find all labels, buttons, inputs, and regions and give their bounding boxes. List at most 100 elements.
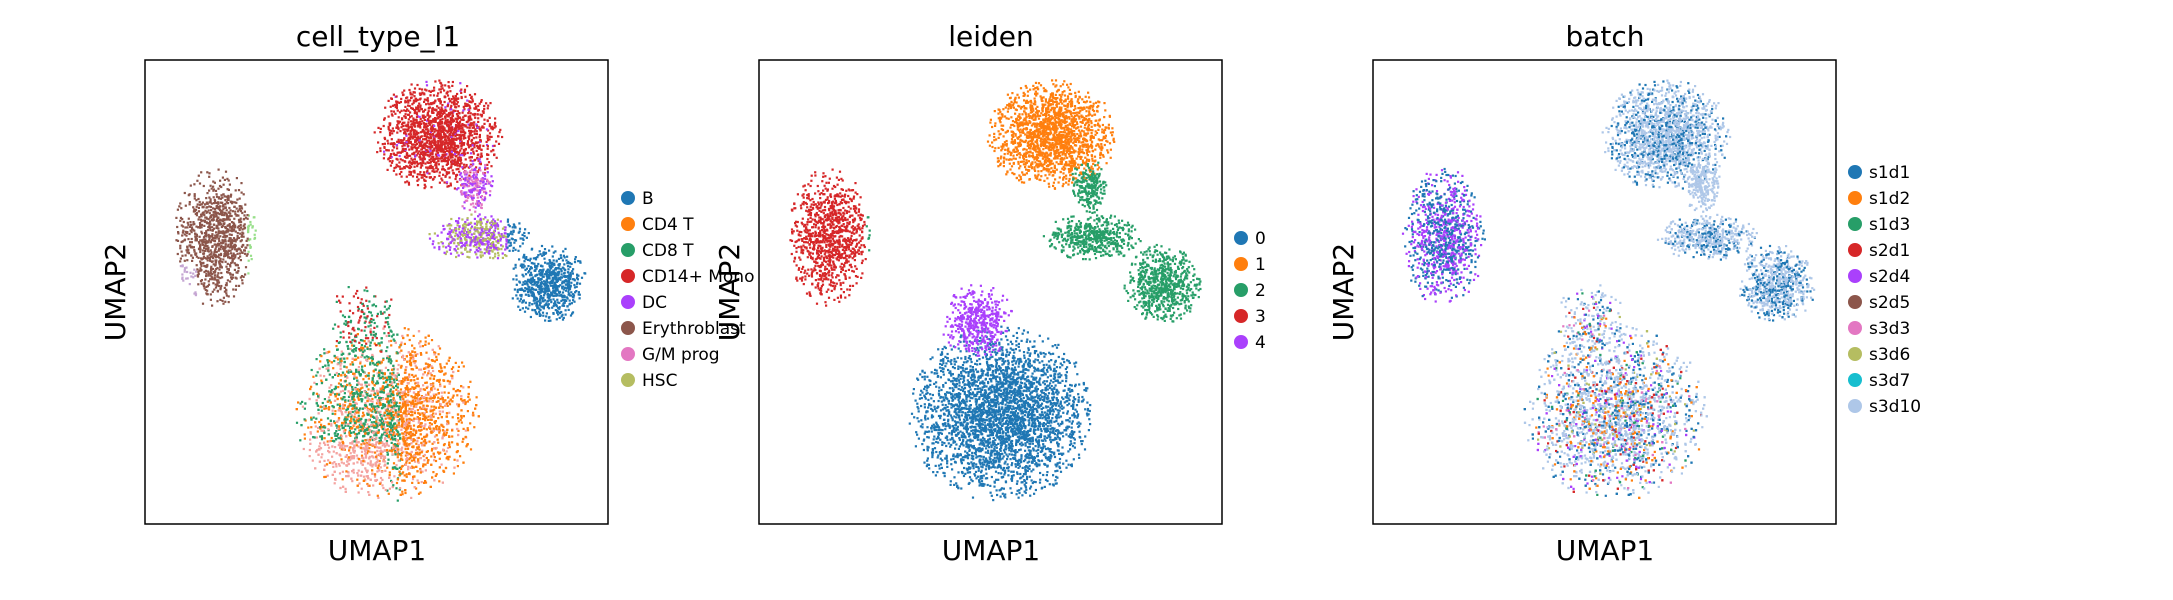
scatter-point bbox=[489, 229, 491, 231]
scatter-point bbox=[510, 242, 512, 244]
scatter-point bbox=[357, 357, 359, 359]
scatter-point bbox=[452, 371, 454, 373]
scatter-point bbox=[366, 428, 368, 430]
scatter-point bbox=[328, 451, 330, 453]
scatter-point bbox=[397, 431, 399, 433]
scatter-point bbox=[328, 440, 330, 442]
scatter-point bbox=[556, 310, 558, 312]
scatter-point bbox=[316, 393, 318, 395]
scatter-point bbox=[427, 405, 429, 407]
scatter-point bbox=[420, 426, 422, 428]
scatter-point bbox=[474, 408, 476, 410]
scatter-point bbox=[342, 372, 344, 374]
scatter-point bbox=[466, 244, 468, 246]
scatter-point bbox=[309, 449, 311, 451]
scatter-point bbox=[342, 478, 344, 480]
scatter-point bbox=[563, 263, 565, 265]
scatter-point bbox=[449, 381, 451, 383]
scatter-point bbox=[323, 442, 325, 444]
scatter-point bbox=[544, 288, 546, 290]
scatter-point bbox=[436, 380, 438, 382]
scatter-point bbox=[334, 388, 336, 390]
scatter-point bbox=[411, 482, 413, 484]
scatter-point bbox=[328, 423, 330, 425]
scatter-point bbox=[466, 251, 468, 253]
scatter-point bbox=[442, 411, 444, 413]
scatter-point bbox=[304, 418, 306, 420]
scatter-point bbox=[464, 234, 466, 236]
scatter-point bbox=[494, 222, 496, 224]
scatter-point bbox=[329, 394, 331, 396]
scatter-point bbox=[406, 473, 408, 475]
scatter-point bbox=[371, 354, 373, 356]
scatter-point bbox=[364, 365, 366, 367]
scatter-point bbox=[467, 234, 469, 236]
scatter-point bbox=[389, 355, 391, 357]
scatter-point bbox=[375, 480, 377, 482]
scatter-point bbox=[486, 234, 488, 236]
scatter-point bbox=[445, 467, 447, 469]
scatter-point bbox=[448, 412, 450, 414]
scatter-point bbox=[395, 427, 397, 429]
scatter-point bbox=[392, 447, 394, 449]
scatter-point bbox=[438, 432, 440, 434]
scatter-point bbox=[426, 374, 428, 376]
scatter-point bbox=[407, 404, 409, 406]
scatter-point bbox=[451, 229, 453, 231]
panel-title: cell_type_l1 bbox=[296, 20, 460, 53]
scatter-point bbox=[312, 460, 314, 462]
scatter-point bbox=[397, 478, 399, 480]
scatter-point bbox=[439, 410, 441, 412]
scatter-point bbox=[465, 239, 467, 241]
scatter-point bbox=[546, 312, 548, 314]
scatter-point bbox=[388, 358, 390, 360]
scatter-point bbox=[433, 131, 435, 133]
scatter-point bbox=[315, 375, 317, 377]
scatter-point bbox=[319, 368, 321, 370]
scatter-point bbox=[458, 244, 460, 246]
scatter-point bbox=[577, 275, 579, 277]
scatter-point bbox=[541, 245, 543, 247]
scatter-point bbox=[479, 227, 481, 229]
scatter-point bbox=[348, 463, 350, 465]
scatter-point bbox=[328, 406, 330, 408]
scatter-point bbox=[367, 470, 369, 472]
scatter-point bbox=[415, 453, 417, 455]
scatter-point bbox=[508, 224, 510, 226]
scatter-point bbox=[549, 282, 551, 284]
scatter-point bbox=[375, 437, 377, 439]
scatter-point bbox=[304, 433, 306, 435]
scatter-point bbox=[359, 419, 361, 421]
scatter-point bbox=[427, 394, 429, 396]
scatter-point bbox=[457, 370, 459, 372]
scatter-point bbox=[358, 470, 360, 472]
scatter-point bbox=[469, 422, 471, 424]
scatter-point bbox=[414, 486, 416, 488]
scatter-point bbox=[468, 393, 470, 395]
scatter-point bbox=[323, 432, 325, 434]
scatter-point bbox=[434, 80, 436, 82]
scatter-point bbox=[425, 103, 427, 105]
scatter-point bbox=[406, 432, 408, 434]
scatter-point bbox=[417, 173, 419, 175]
scatter-point bbox=[494, 220, 496, 222]
scatter-point bbox=[565, 314, 567, 316]
scatter-point bbox=[420, 442, 422, 444]
scatter-point bbox=[581, 277, 583, 279]
scatter-point bbox=[375, 444, 377, 446]
scatter-point bbox=[457, 220, 459, 222]
scatter-point bbox=[457, 430, 459, 432]
scatter-point bbox=[402, 355, 404, 357]
scatter-point bbox=[520, 298, 522, 300]
scatter-point bbox=[333, 360, 335, 362]
scatter-point bbox=[309, 398, 311, 400]
scatter-point bbox=[524, 265, 526, 267]
scatter-point bbox=[353, 405, 355, 407]
scatter-point bbox=[439, 398, 441, 400]
scatter-point bbox=[403, 90, 405, 92]
scatter-point bbox=[372, 388, 374, 390]
scatter-point bbox=[339, 405, 341, 407]
scatter-point bbox=[525, 294, 527, 296]
scatter-point bbox=[424, 464, 426, 466]
scatter-point bbox=[402, 398, 404, 400]
